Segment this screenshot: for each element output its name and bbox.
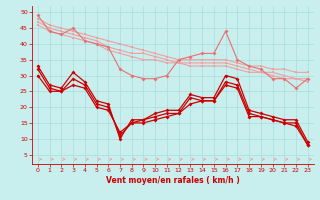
X-axis label: Vent moyen/en rafales ( km/h ): Vent moyen/en rafales ( km/h ) xyxy=(106,176,240,185)
